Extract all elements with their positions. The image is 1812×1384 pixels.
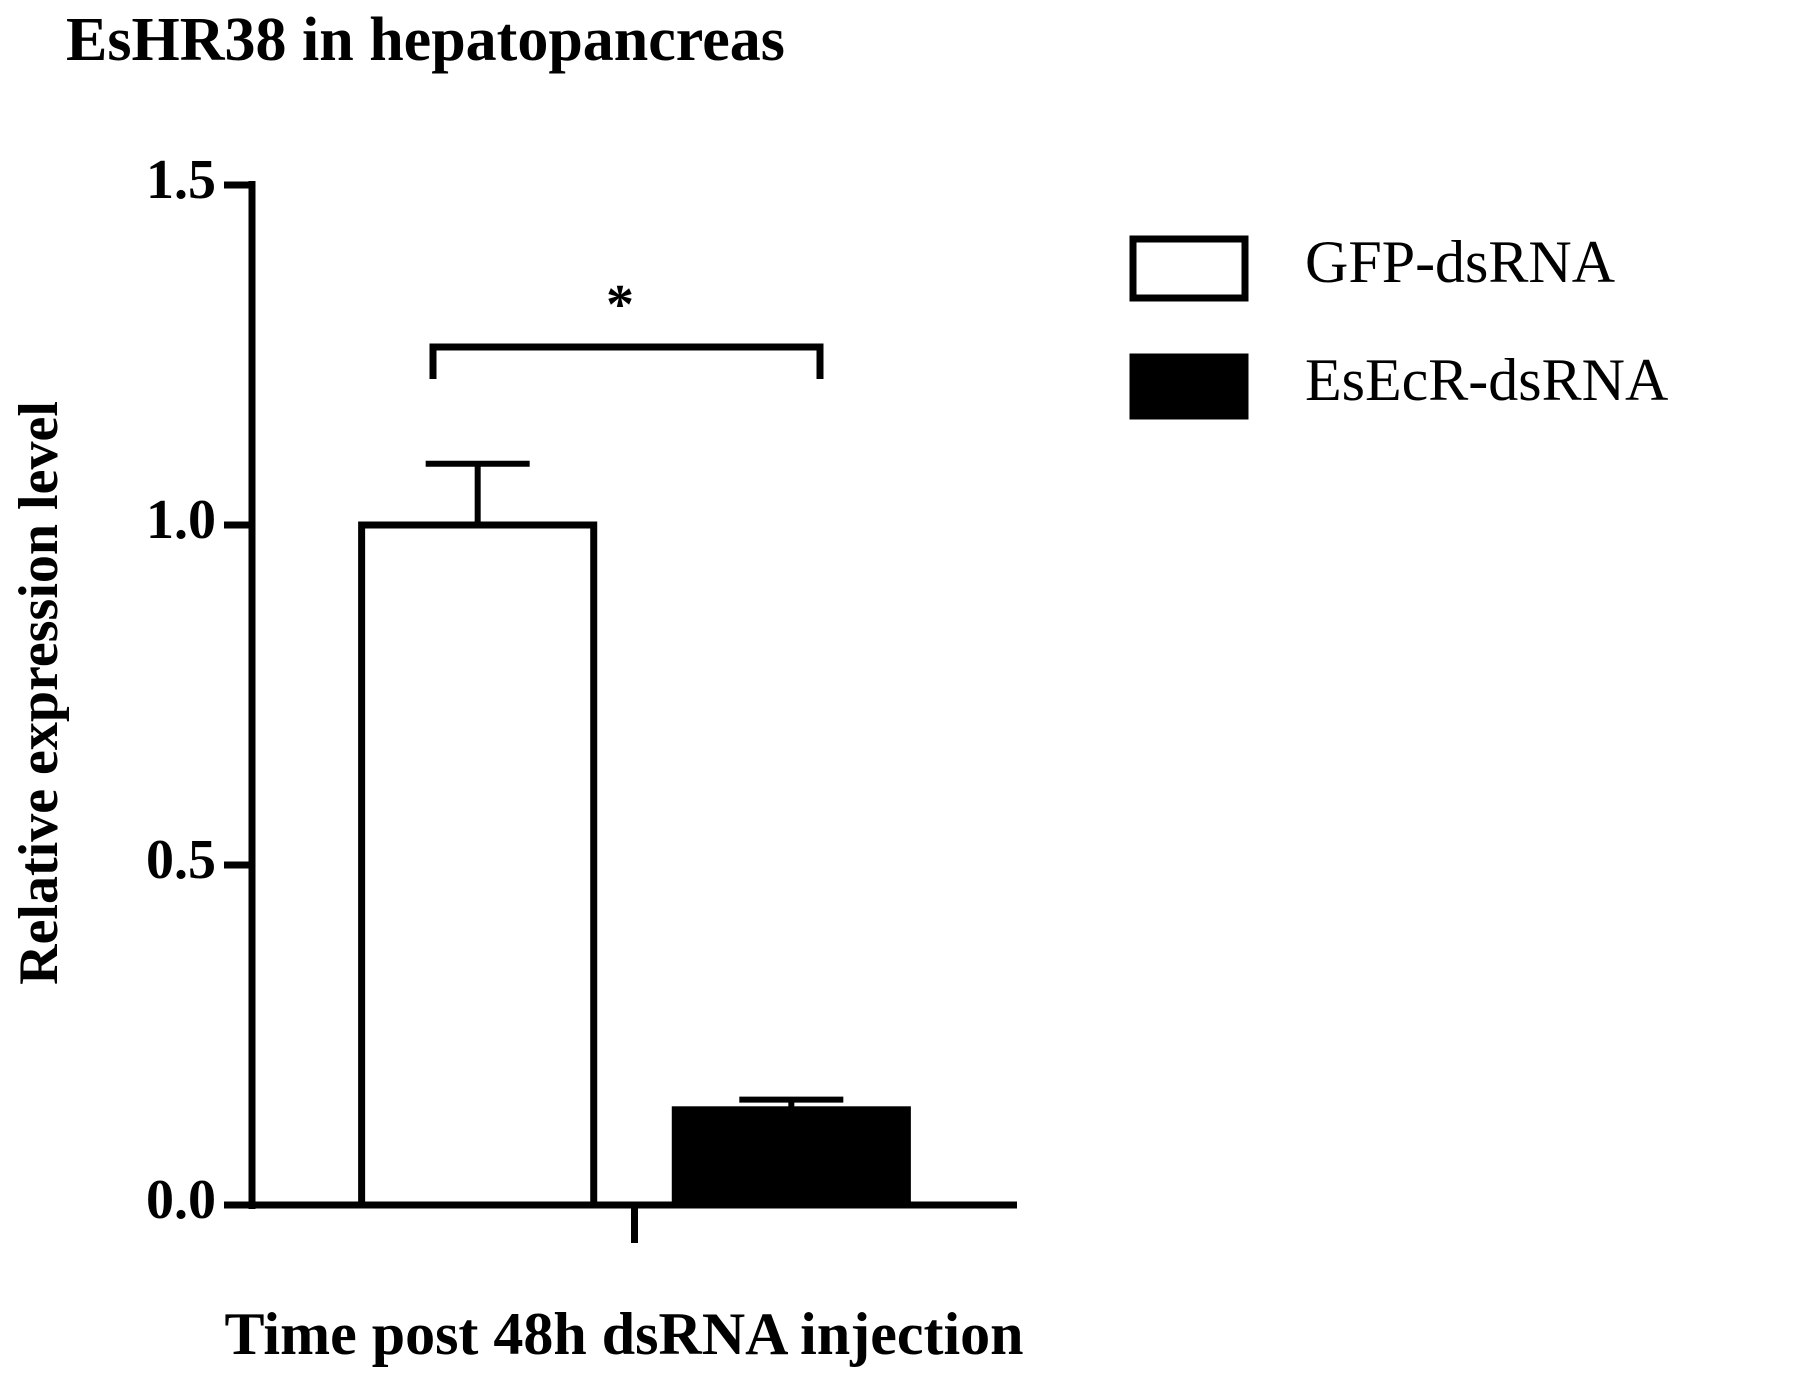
y-tick-label: 0.5 (146, 829, 216, 891)
bar (358, 521, 598, 1209)
y-tick-label: 1.0 (146, 489, 216, 551)
y-axis-label: Relative expression level (8, 401, 70, 985)
x-axis-label: Time post 48h dsRNA injection (225, 1301, 1024, 1367)
legend-label: GFP-dsRNA (1305, 229, 1615, 295)
legend-swatch (1129, 235, 1249, 302)
bar (671, 1106, 911, 1209)
legend-label: EsEcR-dsRNA (1305, 347, 1668, 413)
y-tick-label: 1.5 (146, 149, 216, 211)
chart-title: EsHR38 in hepatopancreas (66, 6, 785, 74)
error-bar (425, 460, 530, 525)
legend-swatch (1129, 353, 1249, 420)
significance-mark: * (606, 274, 634, 336)
significance-bracket (429, 343, 824, 379)
error-bar (739, 1096, 844, 1110)
y-tick-label: 0.0 (146, 1169, 216, 1231)
